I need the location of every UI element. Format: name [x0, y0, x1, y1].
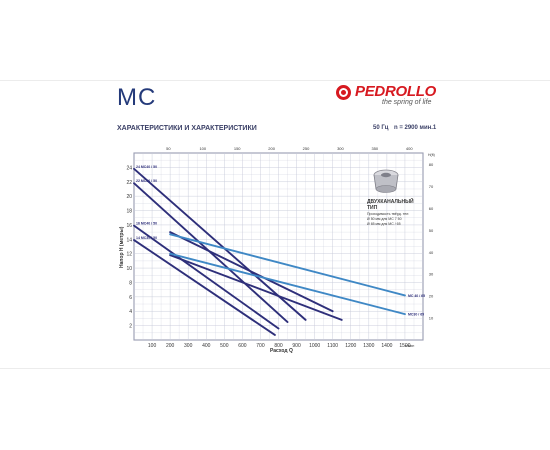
x-top-tick-label: 50	[166, 146, 171, 151]
top-divider	[0, 80, 550, 81]
brand-tagline: the spring of life	[382, 99, 432, 106]
impeller-image	[373, 169, 399, 193]
y-tick-label: 22	[126, 180, 132, 186]
y-tick-label: 6	[129, 295, 132, 301]
y-tick-label: 12	[126, 252, 132, 258]
series-labels: 24 MC40 / 50 22 MC30 / 50 16 MC40 / 50 14 M…	[136, 165, 425, 317]
brand-name: PEDROLLO	[355, 83, 436, 100]
x-top-tick-label: 200	[268, 146, 275, 151]
y-axis-label: Напор H (метры)	[119, 226, 125, 268]
brand-mark-icon	[336, 85, 351, 100]
model-title: MC	[117, 84, 157, 111]
y-tick-label: 24	[126, 165, 132, 171]
chart-subtitle: ХАРАКТЕРИСТИКИ И ХАРАКТЕРИСТИКИ	[117, 125, 257, 132]
x-tick-label: 1100	[327, 343, 338, 349]
x-top-tick-label: 400	[406, 146, 413, 151]
tick-labels: 100 200 300 400 500 600 700 800 900 1000 1100 1200 1…	[126, 146, 434, 349]
legend-note-3: Ø 65 мм для МС / 65	[367, 222, 401, 226]
frequency-label: 50 Гц	[373, 125, 389, 131]
y-tick-label: 2	[129, 324, 132, 330]
legend-note-2: Ø 50 мм для МС 7 50	[367, 217, 402, 221]
x-tick-label: 100	[148, 343, 157, 349]
series-line	[169, 252, 406, 316]
series-line	[133, 239, 276, 336]
y-right-tick-label: 40	[429, 250, 434, 255]
legend-notes: Проходимость твёрд. тел: Ø 50 мм для МС …	[367, 212, 409, 227]
y-tick-label: 18	[126, 209, 132, 215]
x-tick-label: 200	[166, 343, 175, 349]
x-tick-label: 400	[202, 343, 211, 349]
y-right-tick-label: 30	[429, 272, 434, 277]
series-line	[169, 231, 334, 313]
y-right-tick-label: 80	[429, 162, 434, 167]
series-line	[133, 224, 280, 330]
series-label: MC30 / 65	[408, 313, 424, 317]
y-right-tick-label: 60	[429, 206, 434, 211]
right-axis-label: H(ft)	[428, 153, 435, 157]
y-right-tick-label: 50	[429, 228, 434, 233]
series-label: MC 40 / 65	[408, 294, 425, 298]
y-tick-label: 20	[126, 194, 132, 200]
x-tick-label: 600	[238, 343, 247, 349]
series-label: 24 MC40 / 50	[136, 165, 157, 169]
bottom-divider	[0, 368, 550, 369]
y-tick-label: 10	[126, 266, 132, 272]
y-tick-label: 16	[126, 223, 132, 229]
x-tick-label: 800	[274, 343, 283, 349]
x-axis-unit: л/мин	[405, 344, 414, 348]
y-right-tick-label: 70	[429, 184, 434, 189]
y-tick-label: 14	[126, 237, 132, 243]
legend-title: ДВУХКАНАЛЬНЫЙ ТИП	[367, 199, 414, 211]
grid	[133, 152, 424, 341]
series-lines	[133, 167, 406, 336]
x-tick-label: 1400	[381, 343, 392, 349]
series-line	[169, 233, 406, 297]
x-tick-label: 500	[220, 343, 229, 349]
x-top-tick-label: 300	[337, 146, 344, 151]
speed-label: n = 2900 мин.1	[394, 125, 437, 131]
x-top-tick-label: 150	[234, 146, 241, 151]
y-tick-label: 8	[129, 280, 132, 286]
y-tick-label: 4	[129, 309, 132, 315]
y-right-tick-label: 10	[429, 316, 434, 321]
x-tick-label: 1300	[363, 343, 374, 349]
x-top-tick-label: 100	[199, 146, 206, 151]
series-label: 14 MC30 / 50	[136, 236, 157, 240]
series-label: 16 MC40 / 50	[136, 222, 157, 226]
legend-note-1: Проходимость твёрд. тел:	[367, 212, 410, 216]
series-label: 22 MC30 / 50	[136, 179, 157, 183]
x-tick-label: 700	[256, 343, 265, 349]
y-right-tick-label: 20	[429, 294, 434, 299]
x-axis-label: Расход Q	[270, 348, 293, 354]
x-tick-label: 300	[184, 343, 193, 349]
x-tick-label: 1500	[399, 343, 410, 349]
brand-logo: PEDROLLO the spring of life	[336, 83, 448, 109]
x-tick-label: 1200	[345, 343, 356, 349]
x-top-tick-label: 350	[371, 146, 378, 151]
x-top-tick-label: 250	[303, 146, 310, 151]
x-tick-label: 900	[292, 343, 301, 349]
x-tick-label: 1000	[309, 343, 320, 349]
series-line	[169, 254, 343, 321]
